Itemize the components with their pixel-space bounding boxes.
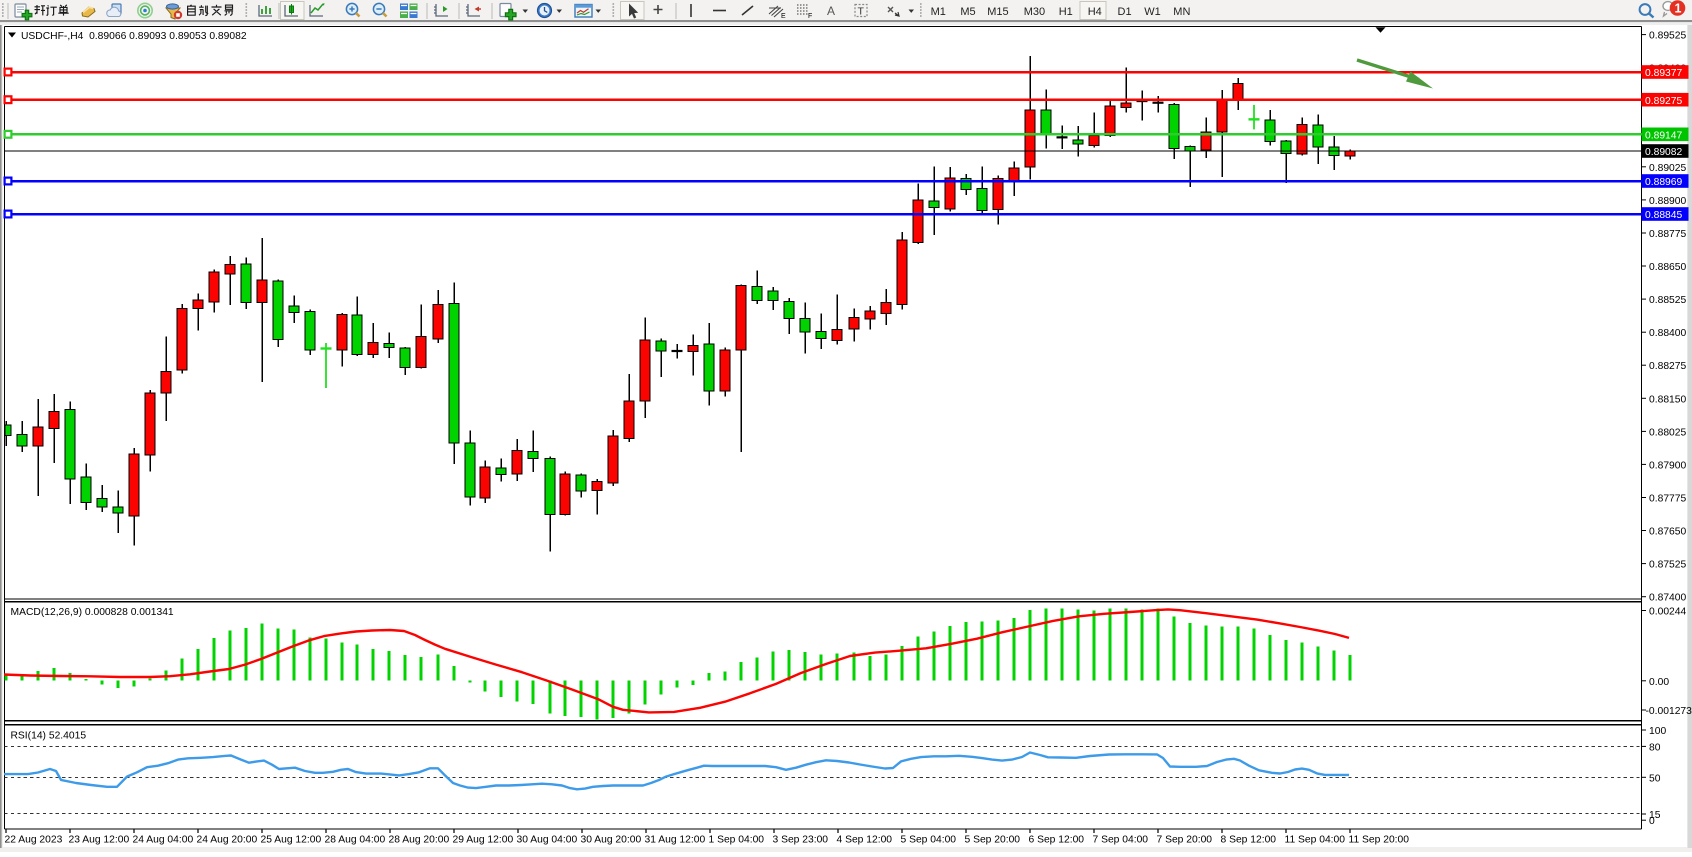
svg-text:M5: M5 <box>960 6 975 18</box>
svg-text:24 Aug 04:00: 24 Aug 04:00 <box>133 835 194 846</box>
svg-text:22 Aug 2023: 22 Aug 2023 <box>5 835 63 846</box>
svg-text:0.89082: 0.89082 <box>1645 147 1682 158</box>
svg-text:6 Sep 12:00: 6 Sep 12:00 <box>1029 835 1085 846</box>
svg-text:0.89525: 0.89525 <box>1649 31 1686 42</box>
svg-text:0.88775: 0.88775 <box>1649 229 1686 240</box>
svg-text:0.87650: 0.87650 <box>1649 527 1686 538</box>
svg-text:0.88650: 0.88650 <box>1649 262 1686 273</box>
svg-text:31 Aug 12:00: 31 Aug 12:00 <box>645 835 706 846</box>
svg-text:W1: W1 <box>1144 6 1161 18</box>
svg-text:0.89275: 0.89275 <box>1645 96 1682 107</box>
svg-text:1 Sep 04:00: 1 Sep 04:00 <box>709 835 765 846</box>
svg-text:28 Aug 20:00: 28 Aug 20:00 <box>389 835 450 846</box>
svg-text:H1: H1 <box>1059 6 1073 18</box>
svg-text:0.88900: 0.88900 <box>1649 196 1686 207</box>
svg-text:MACD(12,26,9) 0.000828 0.00134: MACD(12,26,9) 0.000828 0.001341 <box>11 607 174 618</box>
svg-text:H4: H4 <box>1088 6 1102 18</box>
svg-text:F: F <box>808 13 812 20</box>
svg-text:30 Aug 20:00: 30 Aug 20:00 <box>581 835 642 846</box>
svg-text:11 Sep 04:00: 11 Sep 04:00 <box>1285 835 1346 846</box>
svg-text:0.88400: 0.88400 <box>1649 328 1686 339</box>
svg-text:5 Sep 20:00: 5 Sep 20:00 <box>965 835 1021 846</box>
svg-text:D1: D1 <box>1118 6 1132 18</box>
svg-text:0.88845: 0.88845 <box>1645 210 1682 221</box>
svg-text:100: 100 <box>1649 726 1666 737</box>
svg-text:0.88525: 0.88525 <box>1649 295 1686 306</box>
svg-text:0.87775: 0.87775 <box>1649 494 1686 505</box>
svg-text:3 Sep 23:00: 3 Sep 23:00 <box>773 835 829 846</box>
svg-text:0.87900: 0.87900 <box>1649 460 1686 471</box>
svg-text:24 Aug 20:00: 24 Aug 20:00 <box>197 835 258 846</box>
svg-text:23 Aug 12:00: 23 Aug 12:00 <box>69 835 130 846</box>
svg-text:USDCHF-,H4 0.89066 0.89093 0.: USDCHF-,H4 0.89066 0.89093 0.89053 0.890… <box>21 31 247 42</box>
svg-text:4 Sep 12:00: 4 Sep 12:00 <box>837 835 893 846</box>
svg-text:T: T <box>858 6 865 18</box>
svg-text:0: 0 <box>1649 816 1655 827</box>
svg-text:0.89377: 0.89377 <box>1645 68 1682 79</box>
svg-text:A: A <box>827 4 835 18</box>
svg-text:30 Aug 04:00: 30 Aug 04:00 <box>517 835 578 846</box>
svg-text:E: E <box>781 13 786 20</box>
svg-text:7 Sep 20:00: 7 Sep 20:00 <box>1157 835 1213 846</box>
svg-text:-0.001273: -0.001273 <box>1646 706 1692 717</box>
svg-text:M15: M15 <box>987 6 1008 18</box>
svg-text:5 Sep 04:00: 5 Sep 04:00 <box>901 835 957 846</box>
svg-text:0.88150: 0.88150 <box>1649 394 1686 405</box>
svg-text:50: 50 <box>1649 773 1661 784</box>
svg-text:0.87400: 0.87400 <box>1649 593 1686 604</box>
svg-text:MN: MN <box>1173 6 1190 18</box>
svg-text:0.88969: 0.88969 <box>1645 177 1682 188</box>
svg-text:80: 80 <box>1649 742 1661 753</box>
svg-text:RSI(14) 52.4015: RSI(14) 52.4015 <box>11 731 87 742</box>
svg-text:M1: M1 <box>931 6 946 18</box>
svg-text:1: 1 <box>1675 2 1682 16</box>
svg-text:25 Aug 12:00: 25 Aug 12:00 <box>261 835 322 846</box>
svg-text:0.89147: 0.89147 <box>1645 131 1682 142</box>
svg-text:8 Sep 12:00: 8 Sep 12:00 <box>1221 835 1277 846</box>
svg-text:0.88025: 0.88025 <box>1649 427 1686 438</box>
svg-text:7 Sep 04:00: 7 Sep 04:00 <box>1093 835 1149 846</box>
svg-text:0.00: 0.00 <box>1649 677 1669 688</box>
svg-text:29 Aug 12:00: 29 Aug 12:00 <box>453 835 514 846</box>
svg-text:0.87525: 0.87525 <box>1649 560 1686 571</box>
svg-text:0.89025: 0.89025 <box>1649 163 1686 174</box>
svg-text:M30: M30 <box>1024 6 1045 18</box>
svg-text:0.88275: 0.88275 <box>1649 361 1686 372</box>
svg-text:0.00244: 0.00244 <box>1649 607 1686 618</box>
svg-text:28 Aug 04:00: 28 Aug 04:00 <box>325 835 386 846</box>
svg-text:11 Sep 20:00: 11 Sep 20:00 <box>1349 835 1410 846</box>
